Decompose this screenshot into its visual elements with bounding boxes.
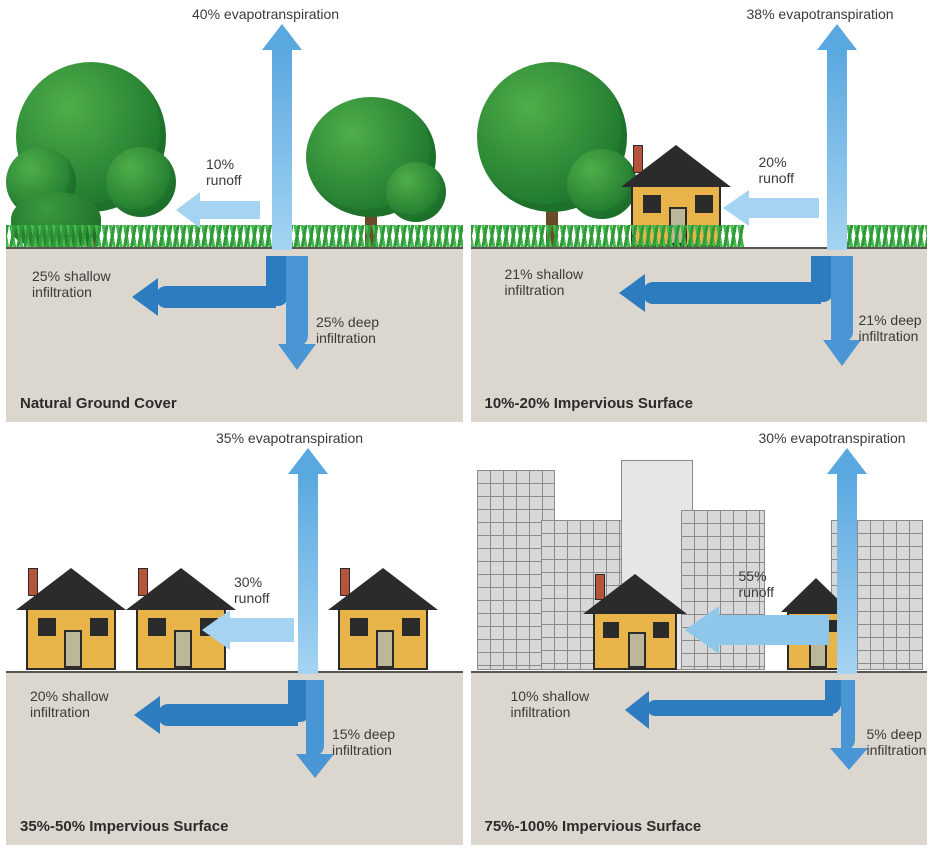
house-icon (328, 560, 438, 670)
sky-region (471, 6, 928, 247)
evapo-label: 38% evapotranspiration (747, 6, 894, 22)
panel-natural: 40% evapotranspiration 10% runoff 25% sh… (6, 6, 463, 422)
evapo-arrow-icon (827, 448, 867, 674)
shallow-label: 20% shallow infiltration (30, 688, 109, 720)
grass-icon (6, 225, 463, 247)
house-icon (583, 566, 687, 670)
evapo-arrow-icon (817, 24, 857, 250)
infiltration-arrow-icon (629, 680, 859, 780)
diagram-grid: 40% evapotranspiration 10% runoff 25% sh… (0, 0, 933, 851)
deep-label: 25% deep infiltration (316, 314, 379, 346)
runoff-label: 20% runoff (759, 154, 795, 186)
runoff-arrow-icon (202, 610, 294, 650)
runoff-arrow-icon (685, 606, 829, 654)
runoff-label: 55% runoff (739, 568, 775, 600)
grass-icon (471, 225, 745, 247)
shallow-label: 10% shallow infiltration (511, 688, 590, 720)
infiltration-arrow-icon (138, 680, 338, 780)
evapo-arrow-icon (262, 24, 302, 250)
evapo-arrow-icon (288, 448, 328, 674)
runoff-arrow-icon (723, 190, 819, 226)
shallow-label: 21% shallow infiltration (505, 266, 584, 298)
house-icon (16, 560, 126, 670)
tree-icon (306, 87, 436, 247)
evapo-label: 40% evapotranspiration (192, 6, 339, 22)
evapo-label: 35% evapotranspiration (216, 430, 363, 446)
runoff-label: 30% runoff (234, 574, 270, 606)
deep-label: 15% deep infiltration (332, 726, 395, 758)
panel-title: Natural Ground Cover (20, 395, 177, 412)
shallow-label: 25% shallow infiltration (32, 268, 111, 300)
infiltration-arrow-icon (136, 256, 316, 366)
panel-title: 10%-20% Impervious Surface (485, 395, 693, 412)
panel-low-impervious: 38% evapotranspiration 20% runoff 21% sh… (471, 6, 928, 422)
panel-mid-impervious: 35% evapotranspiration 30% runoff 20% sh… (6, 430, 463, 846)
tree-icon (477, 57, 627, 247)
panel-high-impervious: 30% evapotranspiration 55% runoff 10% sh… (471, 430, 928, 846)
runoff-label: 10% runoff (206, 156, 242, 188)
deep-label: 21% deep infiltration (859, 312, 922, 344)
runoff-arrow-icon (176, 192, 260, 228)
evapo-label: 30% evapotranspiration (759, 430, 906, 446)
panel-title: 75%-100% Impervious Surface (485, 818, 702, 835)
deep-label: 5% deep infiltration (867, 726, 927, 758)
infiltration-arrow-icon (621, 256, 851, 366)
panel-title: 35%-50% Impervious Surface (20, 818, 228, 835)
